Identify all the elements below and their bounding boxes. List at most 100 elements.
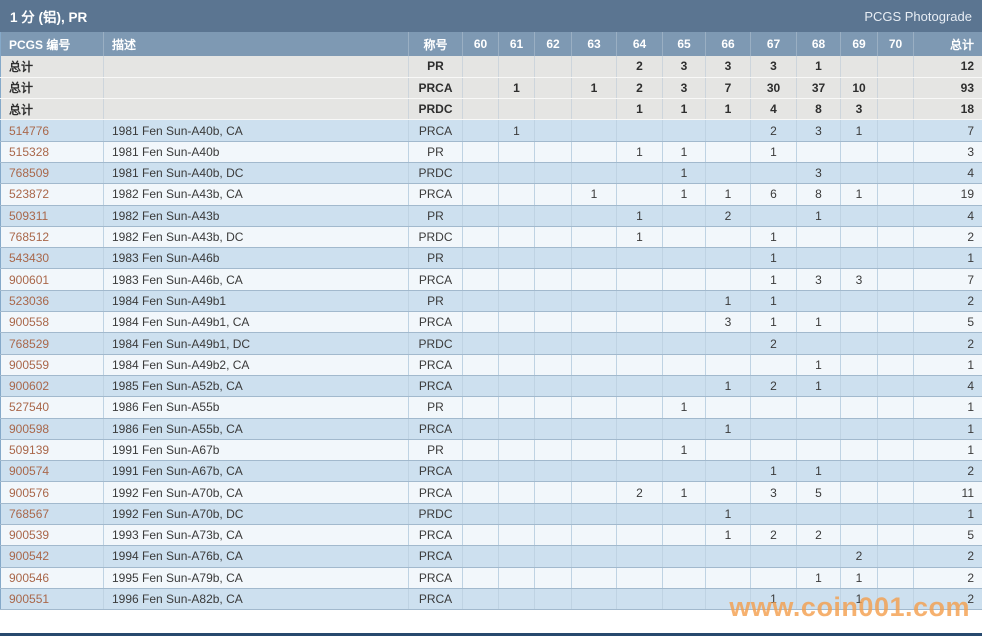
grade-62-cell (534, 354, 572, 376)
pcgs-number-link[interactable]: 515328 (0, 141, 104, 163)
grade-65-cell (662, 311, 706, 334)
pcgs-number-link[interactable]: 523036 (0, 290, 104, 313)
grade-68-cell (796, 247, 841, 270)
grade-60-cell (462, 332, 499, 355)
grade-63-cell (571, 588, 617, 611)
summary-label: 总计 (0, 77, 104, 100)
grade-63-cell: 1 (571, 77, 617, 100)
grade-69-cell (840, 503, 878, 526)
col-header-67: 67 (750, 32, 797, 56)
grade-68-cell: 3 (796, 162, 841, 185)
grade-70-cell (877, 375, 914, 398)
grade-64-cell (616, 524, 663, 547)
grade-64-cell: 1 (616, 98, 663, 121)
pcgs-number-link[interactable]: 900559 (0, 354, 104, 376)
grade-61-cell (498, 439, 535, 462)
pcgs-number-link[interactable]: 900601 (0, 268, 104, 291)
pcgs-number-link[interactable]: 768509 (0, 162, 104, 185)
total-cell: 5 (913, 311, 982, 334)
grade-63-cell (571, 460, 617, 483)
grade-64-cell (616, 119, 663, 142)
grade-63-cell: 1 (571, 183, 617, 206)
grade-64-cell (616, 268, 663, 291)
grade-66-cell (705, 567, 751, 589)
grade-65-cell: 1 (662, 439, 706, 462)
description-cell: 1986 Fen Sun-A55b, CA (103, 418, 409, 440)
grade-70-cell (877, 481, 914, 504)
grade-67-cell (750, 418, 797, 440)
pcgs-number-link[interactable]: 523872 (0, 183, 104, 206)
grade-68-cell (796, 503, 841, 526)
description-cell: 1993 Fen Sun-A73b, CA (103, 524, 409, 547)
table-row: 900539 1993 Fen Sun-A73b, CA PRCA 1 2 2 5 (0, 524, 982, 547)
total-cell: 1 (913, 503, 982, 526)
grade-65-cell (662, 524, 706, 547)
photograde-link[interactable]: PCGS Photograde (864, 8, 972, 24)
grade-67-cell: 1 (750, 268, 797, 291)
grade-61-cell (498, 183, 535, 206)
pcgs-number-link[interactable]: 768567 (0, 503, 104, 526)
total-cell: 7 (913, 268, 982, 291)
grade-60-cell (462, 418, 499, 440)
grade-62-cell (534, 524, 572, 547)
grade-63-cell (571, 481, 617, 504)
grade-64-cell: 1 (616, 226, 663, 249)
grade-69-cell (840, 460, 878, 483)
grade-70-cell (877, 332, 914, 355)
grade-69-cell (840, 481, 878, 504)
pcgs-number-link[interactable]: 900598 (0, 418, 104, 440)
total-cell: 12 (913, 56, 982, 78)
pcgs-number-link[interactable]: 900574 (0, 460, 104, 483)
designation-cell: PRDC (408, 162, 463, 185)
table-row: 768529 1984 Fen Sun-A49b1, DC PRDC 2 2 (0, 332, 982, 355)
grade-66-cell: 1 (705, 418, 751, 440)
description-cell: 1981 Fen Sun-A40b, DC (103, 162, 409, 185)
grade-66-cell (705, 141, 751, 163)
table-row: 900559 1984 Fen Sun-A49b2, CA PRCA 1 1 (0, 354, 982, 376)
grade-69-cell: 1 (840, 183, 878, 206)
total-cell: 1 (913, 354, 982, 376)
pcgs-number-link[interactable]: 509311 (0, 205, 104, 227)
designation-cell: PR (408, 56, 463, 78)
pcgs-number-link[interactable]: 509139 (0, 439, 104, 462)
designation-cell: PRCA (408, 567, 463, 589)
summary-row: 总计 PRDC 1 1 1 4 8 3 18 (0, 98, 982, 121)
grade-69-cell (840, 141, 878, 163)
pcgs-number-link[interactable]: 900576 (0, 481, 104, 504)
grade-63-cell (571, 396, 617, 419)
grade-69-cell (840, 524, 878, 547)
grade-68-cell: 1 (796, 205, 841, 227)
pcgs-number-link[interactable]: 900551 (0, 588, 104, 611)
grade-61-cell (498, 396, 535, 419)
grade-60-cell (462, 77, 499, 100)
grade-60-cell (462, 439, 499, 462)
grade-66-cell: 3 (705, 56, 751, 78)
table-row: 900602 1985 Fen Sun-A52b, CA PRCA 1 2 1 4 (0, 375, 982, 398)
total-cell: 18 (913, 98, 982, 121)
grade-67-cell: 6 (750, 183, 797, 206)
pcgs-number-link[interactable]: 900539 (0, 524, 104, 547)
grade-70-cell (877, 439, 914, 462)
grade-69-cell (840, 247, 878, 270)
pcgs-number-link[interactable]: 768512 (0, 226, 104, 249)
description-cell: 1986 Fen Sun-A55b (103, 396, 409, 419)
pcgs-number-link[interactable]: 543430 (0, 247, 104, 270)
grade-68-cell: 1 (796, 567, 841, 589)
grade-69-cell (840, 354, 878, 376)
population-table: PCGS 编号 描述 称号 60 61 62 63 64 65 66 67 68 69 70 总计 总… (0, 32, 982, 611)
grade-63-cell (571, 503, 617, 526)
grade-67-cell: 1 (750, 141, 797, 163)
pcgs-number-link[interactable]: 527540 (0, 396, 104, 419)
description-cell: 1984 Fen Sun-A49b1 (103, 290, 409, 313)
grade-62-cell (534, 183, 572, 206)
pcgs-number-link[interactable]: 900558 (0, 311, 104, 334)
pcgs-number-link[interactable]: 514776 (0, 119, 104, 142)
pcgs-number-link[interactable]: 768529 (0, 332, 104, 355)
pcgs-number-link[interactable]: 900546 (0, 567, 104, 589)
grade-67-cell: 2 (750, 375, 797, 398)
total-cell: 2 (913, 290, 982, 313)
pcgs-number-link[interactable]: 900602 (0, 375, 104, 398)
col-header-total: 总计 (913, 32, 982, 56)
pcgs-number-link[interactable]: 900542 (0, 545, 104, 568)
